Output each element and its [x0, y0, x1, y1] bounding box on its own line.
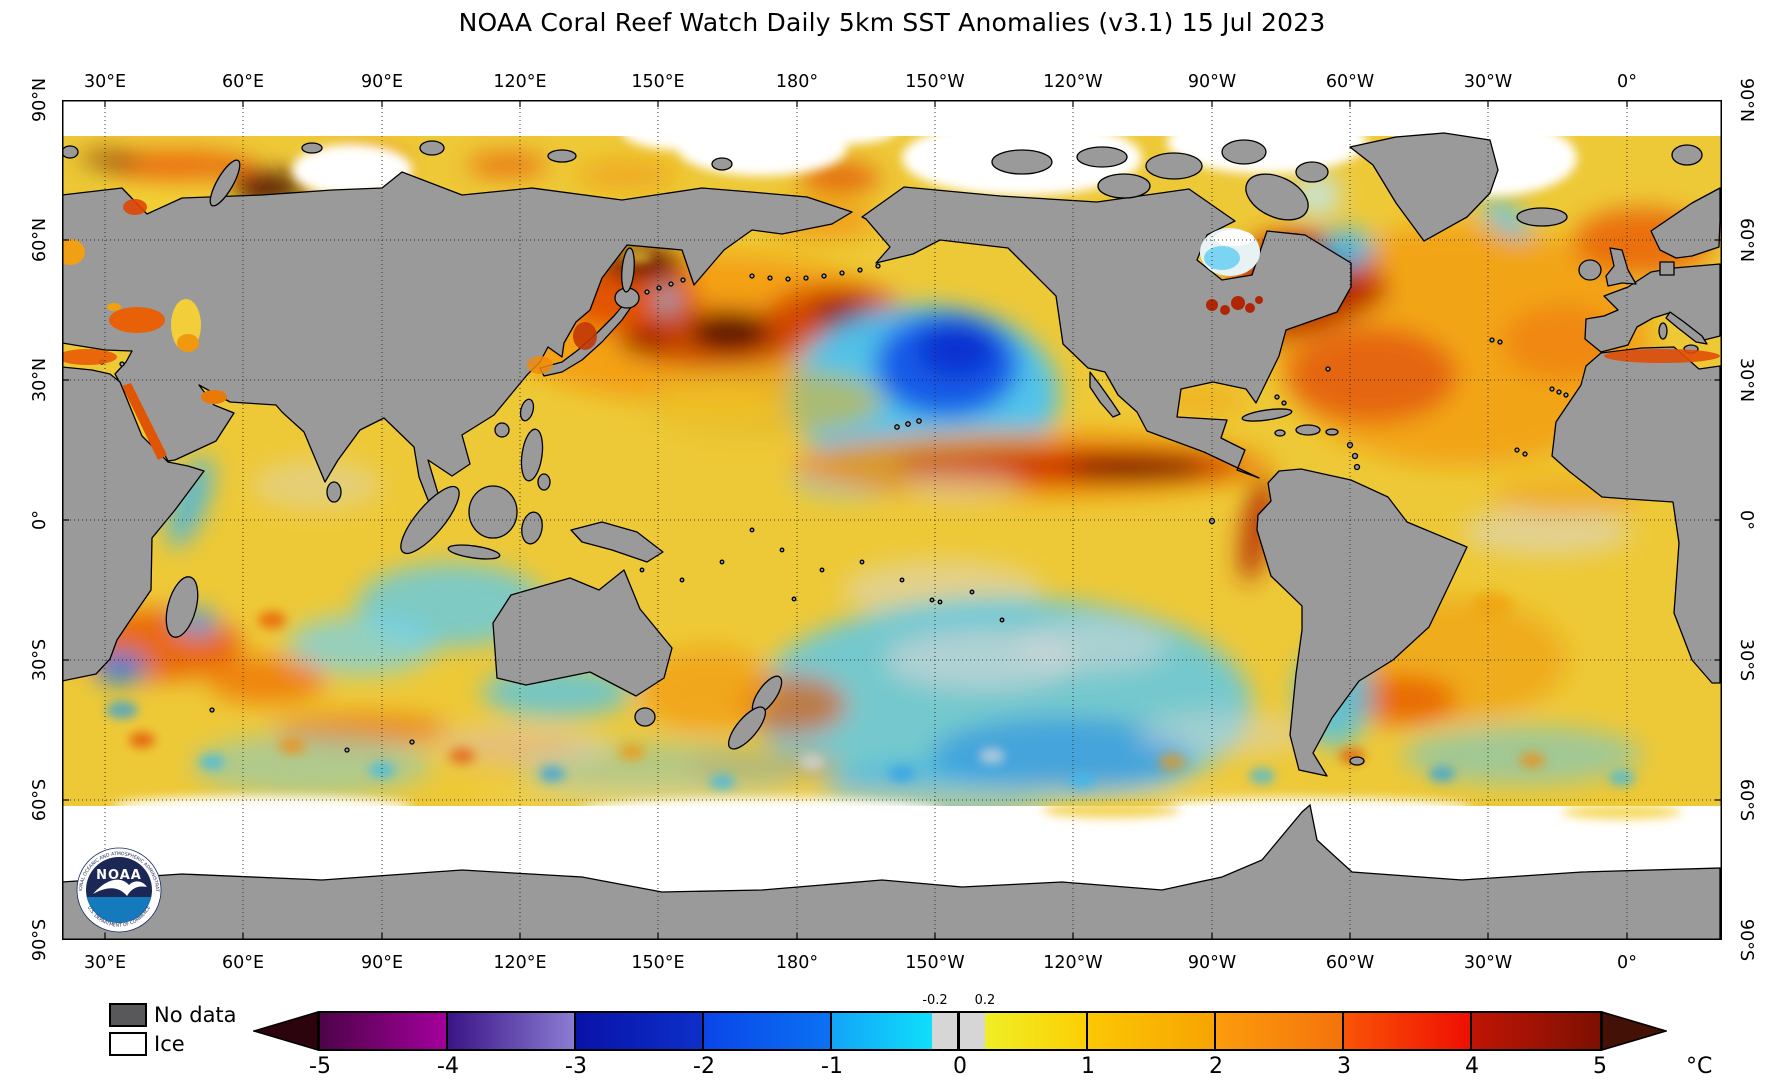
lon-tick-bottom: 90°W	[1187, 953, 1237, 973]
lon-tick-top: 60°W	[1325, 72, 1375, 92]
lat-tick-left: 90°N	[30, 77, 50, 123]
lon-tick-bottom: 150°E	[631, 953, 685, 973]
lat-tick-left: 90°S	[30, 918, 50, 962]
colorbar	[318, 1011, 1602, 1051]
lon-tick-bottom: 0°	[1617, 953, 1637, 973]
lon-tick-top: 0°	[1617, 72, 1637, 92]
colorbar-segment	[448, 1013, 576, 1049]
no-data-label: No data	[154, 1003, 237, 1027]
lat-tick-right: 90°S	[1736, 918, 1756, 962]
colorbar-segment	[1216, 1013, 1344, 1049]
lon-tick-bottom: 90°E	[360, 953, 404, 973]
colorbar-segment	[704, 1013, 832, 1049]
lon-tick-top: 150°E	[631, 72, 685, 92]
colorbar-unit-label: °C	[1686, 1054, 1713, 1079]
no-data-swatch	[109, 1003, 147, 1027]
lon-tick-top: 150°W	[905, 72, 965, 92]
lon-tick-top: 180°	[775, 72, 819, 92]
colorbar-segment	[960, 1013, 1088, 1049]
noaa-logo-acronym: NOAA	[96, 868, 142, 883]
colorbar-inner-tick: 0.2	[974, 993, 996, 1008]
eddy-layer	[106, 251, 1635, 790]
world-map: NOAA NATIONAL OCEANIC AND ATMOSPHERIC AD…	[62, 100, 1722, 940]
lon-tick-top: 30°W	[1463, 72, 1513, 92]
colorbar-segment	[1088, 1013, 1216, 1049]
colorbar-tick: -4	[437, 1054, 459, 1079]
colorbar-segment	[320, 1013, 448, 1049]
lon-tick-bottom: 30°W	[1463, 953, 1513, 973]
colorbar-tick: -3	[565, 1054, 587, 1079]
figure-title: NOAA Coral Reef Watch Daily 5km SST Anom…	[458, 8, 1326, 37]
colorbar-tick: -2	[693, 1054, 715, 1079]
colorbar-segment	[1472, 1013, 1600, 1049]
colorbar-tick: 4	[1465, 1054, 1479, 1079]
lat-tick-right: 30°N	[1736, 357, 1756, 403]
colorbar-inner-tick: -0.2	[922, 993, 948, 1008]
lon-tick-bottom: 120°E	[493, 953, 547, 973]
colorbar-right-arrow	[1601, 1011, 1667, 1051]
lon-tick-bottom: 60°W	[1325, 953, 1375, 973]
gridlines	[62, 100, 1722, 940]
lon-tick-top: 120°W	[1043, 72, 1103, 92]
colorbar-tick: 5	[1593, 1054, 1607, 1079]
ice-label: Ice	[154, 1032, 185, 1056]
inland-seas-layer	[62, 199, 1720, 460]
colorbar-tick: 2	[1209, 1054, 1223, 1079]
lon-tick-top: 90°E	[360, 72, 404, 92]
colorbar-left-arrow	[253, 1011, 319, 1051]
colorbar-segment	[576, 1013, 704, 1049]
lon-tick-top: 30°E	[83, 72, 127, 92]
lat-tick-left: 60°S	[30, 778, 50, 822]
lat-tick-right: 60°S	[1736, 778, 1756, 822]
lon-tick-top: 120°E	[493, 72, 547, 92]
world-map-canvas: NOAA NATIONAL OCEANIC AND ATMOSPHERIC AD…	[62, 100, 1722, 940]
lat-tick-left: 30°N	[30, 357, 50, 403]
lat-tick-right: 0°	[1736, 510, 1756, 530]
lon-tick-top: 90°W	[1187, 72, 1237, 92]
lat-tick-right: 90°N	[1736, 77, 1756, 123]
land-layer	[62, 132, 1721, 777]
lat-tick-left: 0°	[30, 510, 50, 530]
ice-swatch	[109, 1032, 147, 1056]
colorbar-segment	[1344, 1013, 1472, 1049]
antarctica-landmass	[62, 803, 1721, 940]
lon-tick-bottom: 30°E	[83, 953, 127, 973]
lat-tick-left: 60°N	[30, 217, 50, 263]
lon-tick-bottom: 60°E	[221, 953, 265, 973]
colorbar-tick: 3	[1337, 1054, 1351, 1079]
lat-tick-right: 30°S	[1736, 638, 1756, 682]
colorbar-segment	[832, 1013, 960, 1049]
lon-tick-bottom: 120°W	[1043, 953, 1103, 973]
lat-tick-right: 60°N	[1736, 217, 1756, 263]
lon-tick-bottom: 180°	[775, 953, 819, 973]
colorbar-tick: 0	[953, 1054, 967, 1079]
colorbar-tick: -1	[821, 1054, 843, 1079]
lon-tick-top: 60°E	[221, 72, 265, 92]
noaa-logo: NOAA NATIONAL OCEANIC AND ATMOSPHERIC AD…	[76, 847, 162, 933]
colorbar-tick: 1	[1081, 1054, 1095, 1079]
lon-tick-bottom: 150°W	[905, 953, 965, 973]
map-border	[62, 100, 1722, 940]
colorbar-tick: -5	[309, 1054, 331, 1079]
lat-tick-left: 30°S	[30, 638, 50, 682]
